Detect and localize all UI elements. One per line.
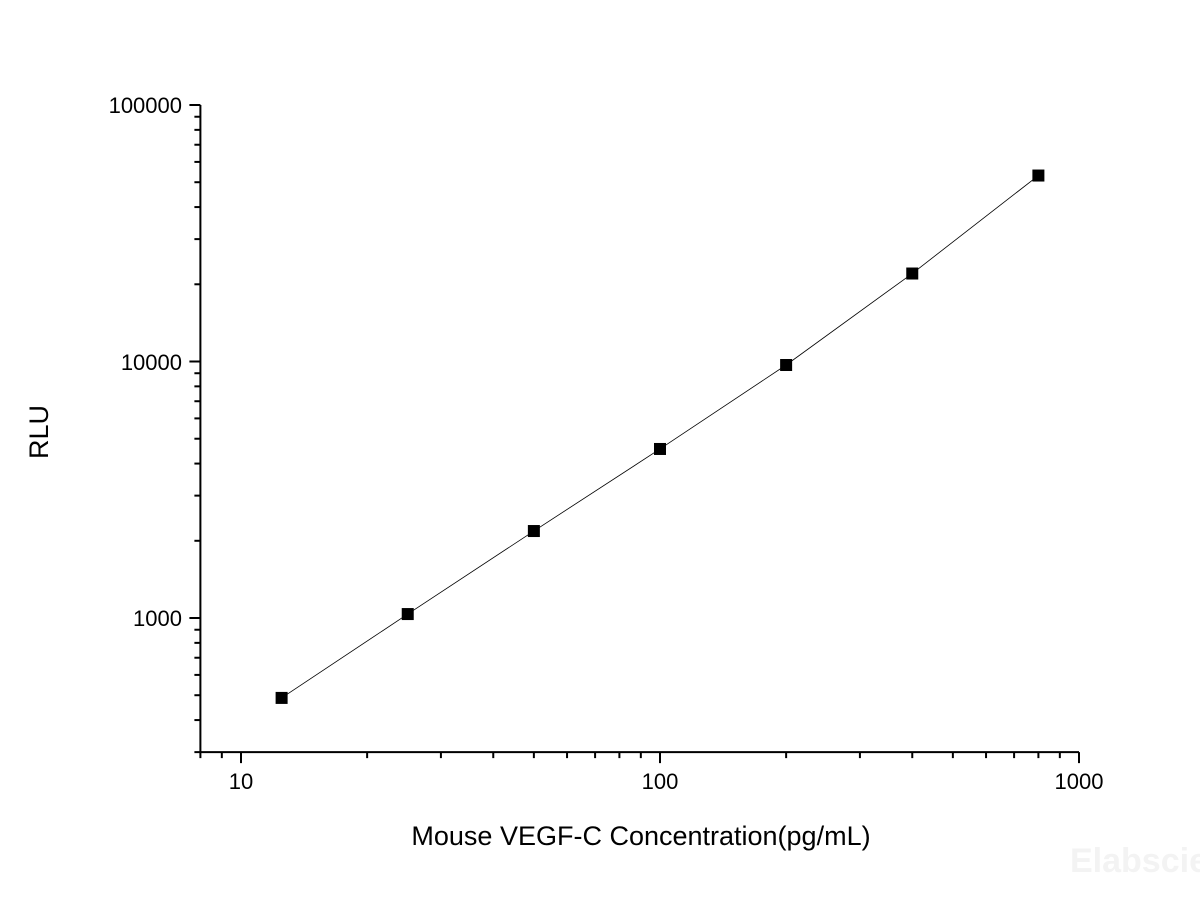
x-tick-label-100: 100: [642, 769, 679, 794]
axes: [189, 104, 1080, 764]
data-point: [906, 267, 919, 280]
y-tick-label-100000: 100000: [109, 93, 182, 118]
data-point: [401, 608, 414, 621]
y-tick-label-1000: 1000: [133, 606, 182, 631]
x-tick-label-1000: 1000: [1055, 769, 1104, 794]
y-axis-title: RLU: [24, 405, 54, 459]
data-point: [527, 525, 540, 538]
series-polyline: [281, 175, 1039, 699]
series-points: [275, 169, 1045, 704]
data-point: [654, 442, 666, 455]
y-tick-label-10000: 10000: [121, 350, 182, 375]
data-point: [780, 359, 793, 372]
data-point: [275, 691, 288, 704]
x-axis-title: Mouse VEGF-C Concentration(pg/mL): [411, 821, 870, 851]
x-tick-label-10: 10: [229, 769, 253, 794]
data-point: [1032, 169, 1045, 182]
series-line: [281, 175, 1039, 699]
watermark: Elabscience: [1070, 842, 1200, 880]
